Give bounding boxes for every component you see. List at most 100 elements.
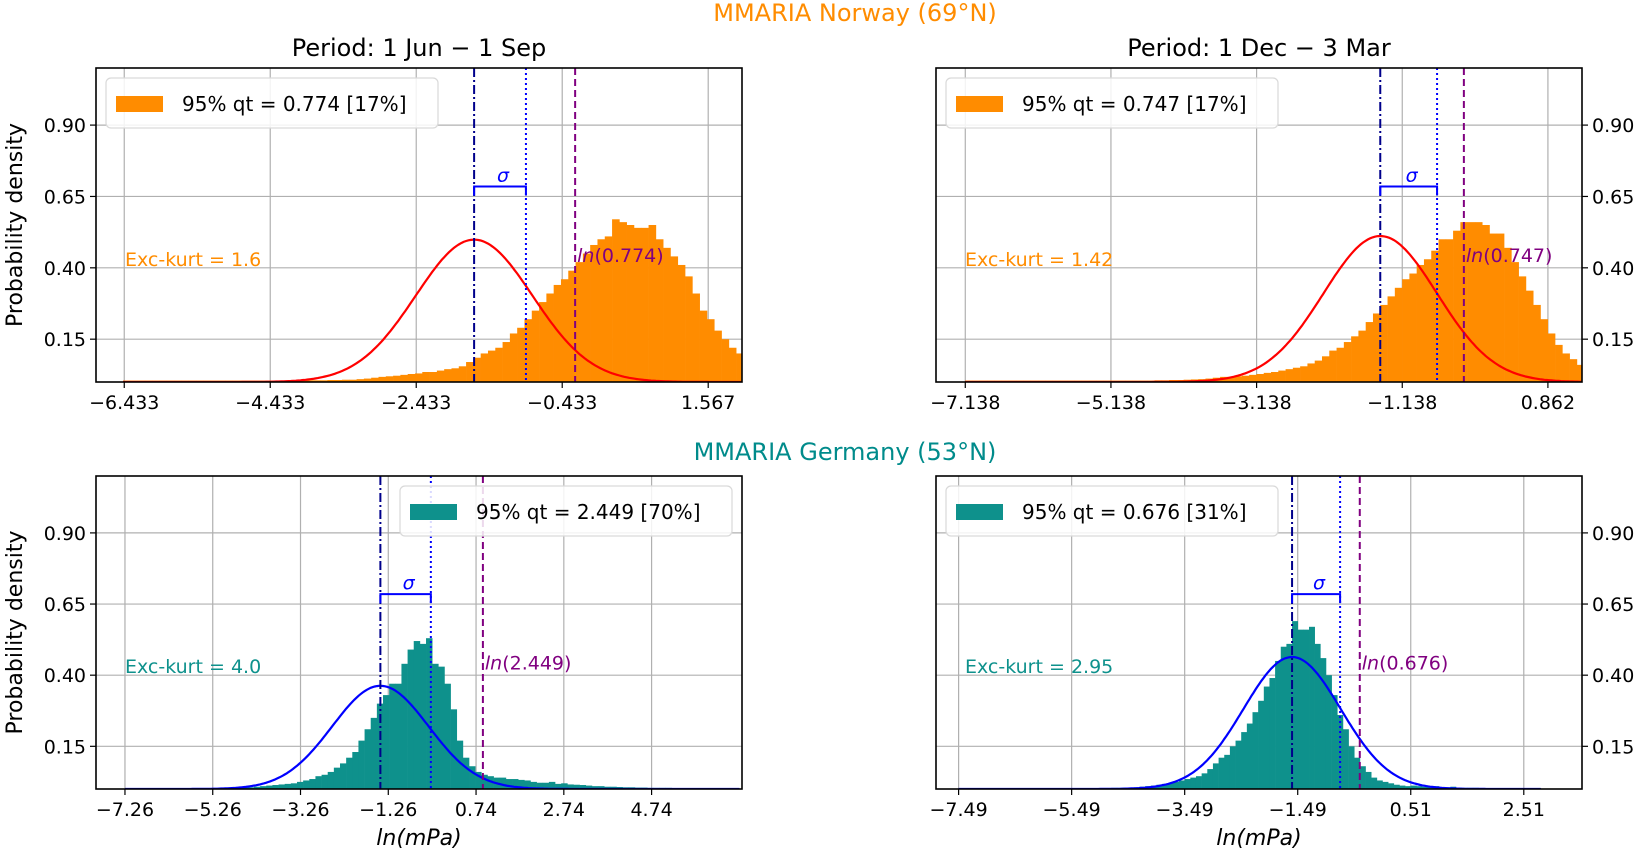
histogram-bar	[438, 666, 445, 789]
x-tick-label: 0.862	[1521, 392, 1575, 414]
sigma-label: σ	[497, 164, 510, 186]
histogram-bar	[1591, 372, 1599, 382]
histogram-bar	[1278, 370, 1286, 382]
histogram-bar	[1249, 374, 1257, 382]
y-tick-label: 0.40	[44, 258, 86, 280]
histogram-bar	[315, 776, 322, 789]
histogram-bar	[524, 780, 531, 789]
x-tick-label: −7.138	[930, 392, 1000, 414]
histogram-bar	[1227, 376, 1235, 382]
histogram-bar	[1218, 757, 1225, 789]
histogram-bar	[407, 374, 416, 382]
x-tick-label: −2.433	[381, 392, 451, 414]
histogram-bar	[692, 293, 700, 382]
histogram-bar	[1321, 356, 1330, 382]
plot-content	[965, 68, 1621, 382]
histogram-bar	[1547, 333, 1556, 382]
legend: 95% qt = 0.747 [17%]	[945, 77, 1279, 129]
y-tick-label: 0.90	[44, 115, 86, 137]
x-tick-label: 0.51	[1390, 799, 1432, 821]
histogram-bar	[487, 350, 496, 382]
histogram-bar	[1387, 296, 1396, 382]
histogram-bar	[1416, 264, 1425, 382]
y-axis-label: Probability density	[3, 123, 28, 327]
histogram-bar	[1275, 660, 1282, 789]
x-tick-label: −1.138	[1367, 392, 1437, 414]
histogram-bar	[1234, 376, 1243, 382]
histogram-bar	[531, 310, 540, 382]
histogram-bar	[524, 319, 533, 382]
histogram-bar	[802, 379, 810, 382]
x-tick-label: −7.49	[929, 799, 987, 821]
histogram-bar	[253, 786, 261, 789]
histogram-bar	[1207, 769, 1214, 789]
histogram-bar	[309, 779, 316, 789]
histogram-bar	[364, 729, 372, 789]
histogram-bar	[1511, 262, 1519, 382]
histogram-bar	[466, 362, 474, 382]
histogram-bar	[284, 783, 292, 789]
x-tick-label: 2.51	[1503, 799, 1545, 821]
histogram-bar	[1263, 372, 1272, 382]
histogram-bar	[1613, 378, 1621, 382]
axes-frame	[95, 67, 743, 383]
x-tick-label: −3.138	[1221, 392, 1291, 414]
histogram-bar	[1286, 643, 1293, 789]
histogram-bar	[561, 783, 568, 789]
histogram-bar	[1380, 304, 1388, 382]
histogram-bar	[1405, 786, 1412, 789]
histogram-bar	[568, 270, 576, 382]
histogram-bar	[266, 785, 273, 789]
histogram-bar	[787, 376, 795, 382]
histogram-bar	[1431, 250, 1439, 382]
histogram-bar	[1343, 342, 1352, 382]
histogram-bar	[1331, 695, 1338, 789]
histogram-bar	[429, 372, 438, 382]
histogram-bar	[1292, 621, 1299, 789]
x-tick-label: 1.567	[681, 392, 735, 414]
histogram-bar	[542, 782, 550, 789]
legend-label: 95% qt = 0.747 [17%]	[1022, 92, 1247, 116]
legend: 95% qt = 0.774 [17%]	[105, 77, 439, 129]
histogram-bar	[780, 375, 788, 382]
histogram-bar	[1314, 643, 1321, 789]
histogram-bar	[383, 695, 390, 789]
y-tick-label: 0.65	[1592, 594, 1634, 616]
ln-qt-label: ln(0.747)	[1466, 245, 1553, 267]
histogram-bar	[585, 785, 593, 789]
histogram-bar	[536, 782, 544, 789]
histogram-bar	[1224, 754, 1231, 789]
histogram-bar	[1606, 376, 1614, 382]
histogram-bar	[1371, 777, 1378, 789]
y-tick-label: 0.90	[1592, 115, 1634, 137]
histogram-bar	[1525, 290, 1534, 382]
histogram-bar	[371, 377, 379, 382]
histogram-bar	[469, 766, 476, 789]
histogram-bar	[462, 757, 470, 789]
histogram-bar	[751, 363, 759, 382]
y-tick-label: 0.15	[1592, 736, 1634, 758]
x-tick-label: −0.433	[527, 392, 597, 414]
legend-swatch	[410, 504, 457, 520]
histogram-bar	[598, 786, 605, 789]
histogram-bar	[773, 373, 781, 382]
plot-content	[123, 68, 810, 382]
panel-norway-summer: σ ln(0.774) Exc-kurt = 1.6 −6.433 −4.433 −2.4…	[3, 34, 810, 414]
histogram-bar	[677, 264, 686, 382]
histogram-bar	[579, 785, 587, 789]
histogram-bar	[1474, 222, 1483, 382]
histogram-bar	[597, 239, 606, 382]
x-tick-label: 2.74	[543, 799, 585, 821]
histogram-bar	[1325, 675, 1332, 789]
histogram-bar	[363, 378, 372, 382]
histogram-bar	[393, 375, 401, 382]
histogram-bar	[414, 373, 423, 382]
x-axis-label: ln(mPa)	[1216, 826, 1301, 851]
legend-box	[105, 77, 439, 129]
x-tick-label: −5.49	[1043, 799, 1101, 821]
x-tick-label: −5.26	[184, 799, 242, 821]
row-title-norway: MMARIA Norway (69°N)	[713, 0, 997, 27]
histogram-bar	[1533, 304, 1541, 382]
histogram-bar	[1303, 629, 1310, 789]
y-tick-label: 0.15	[44, 329, 86, 351]
